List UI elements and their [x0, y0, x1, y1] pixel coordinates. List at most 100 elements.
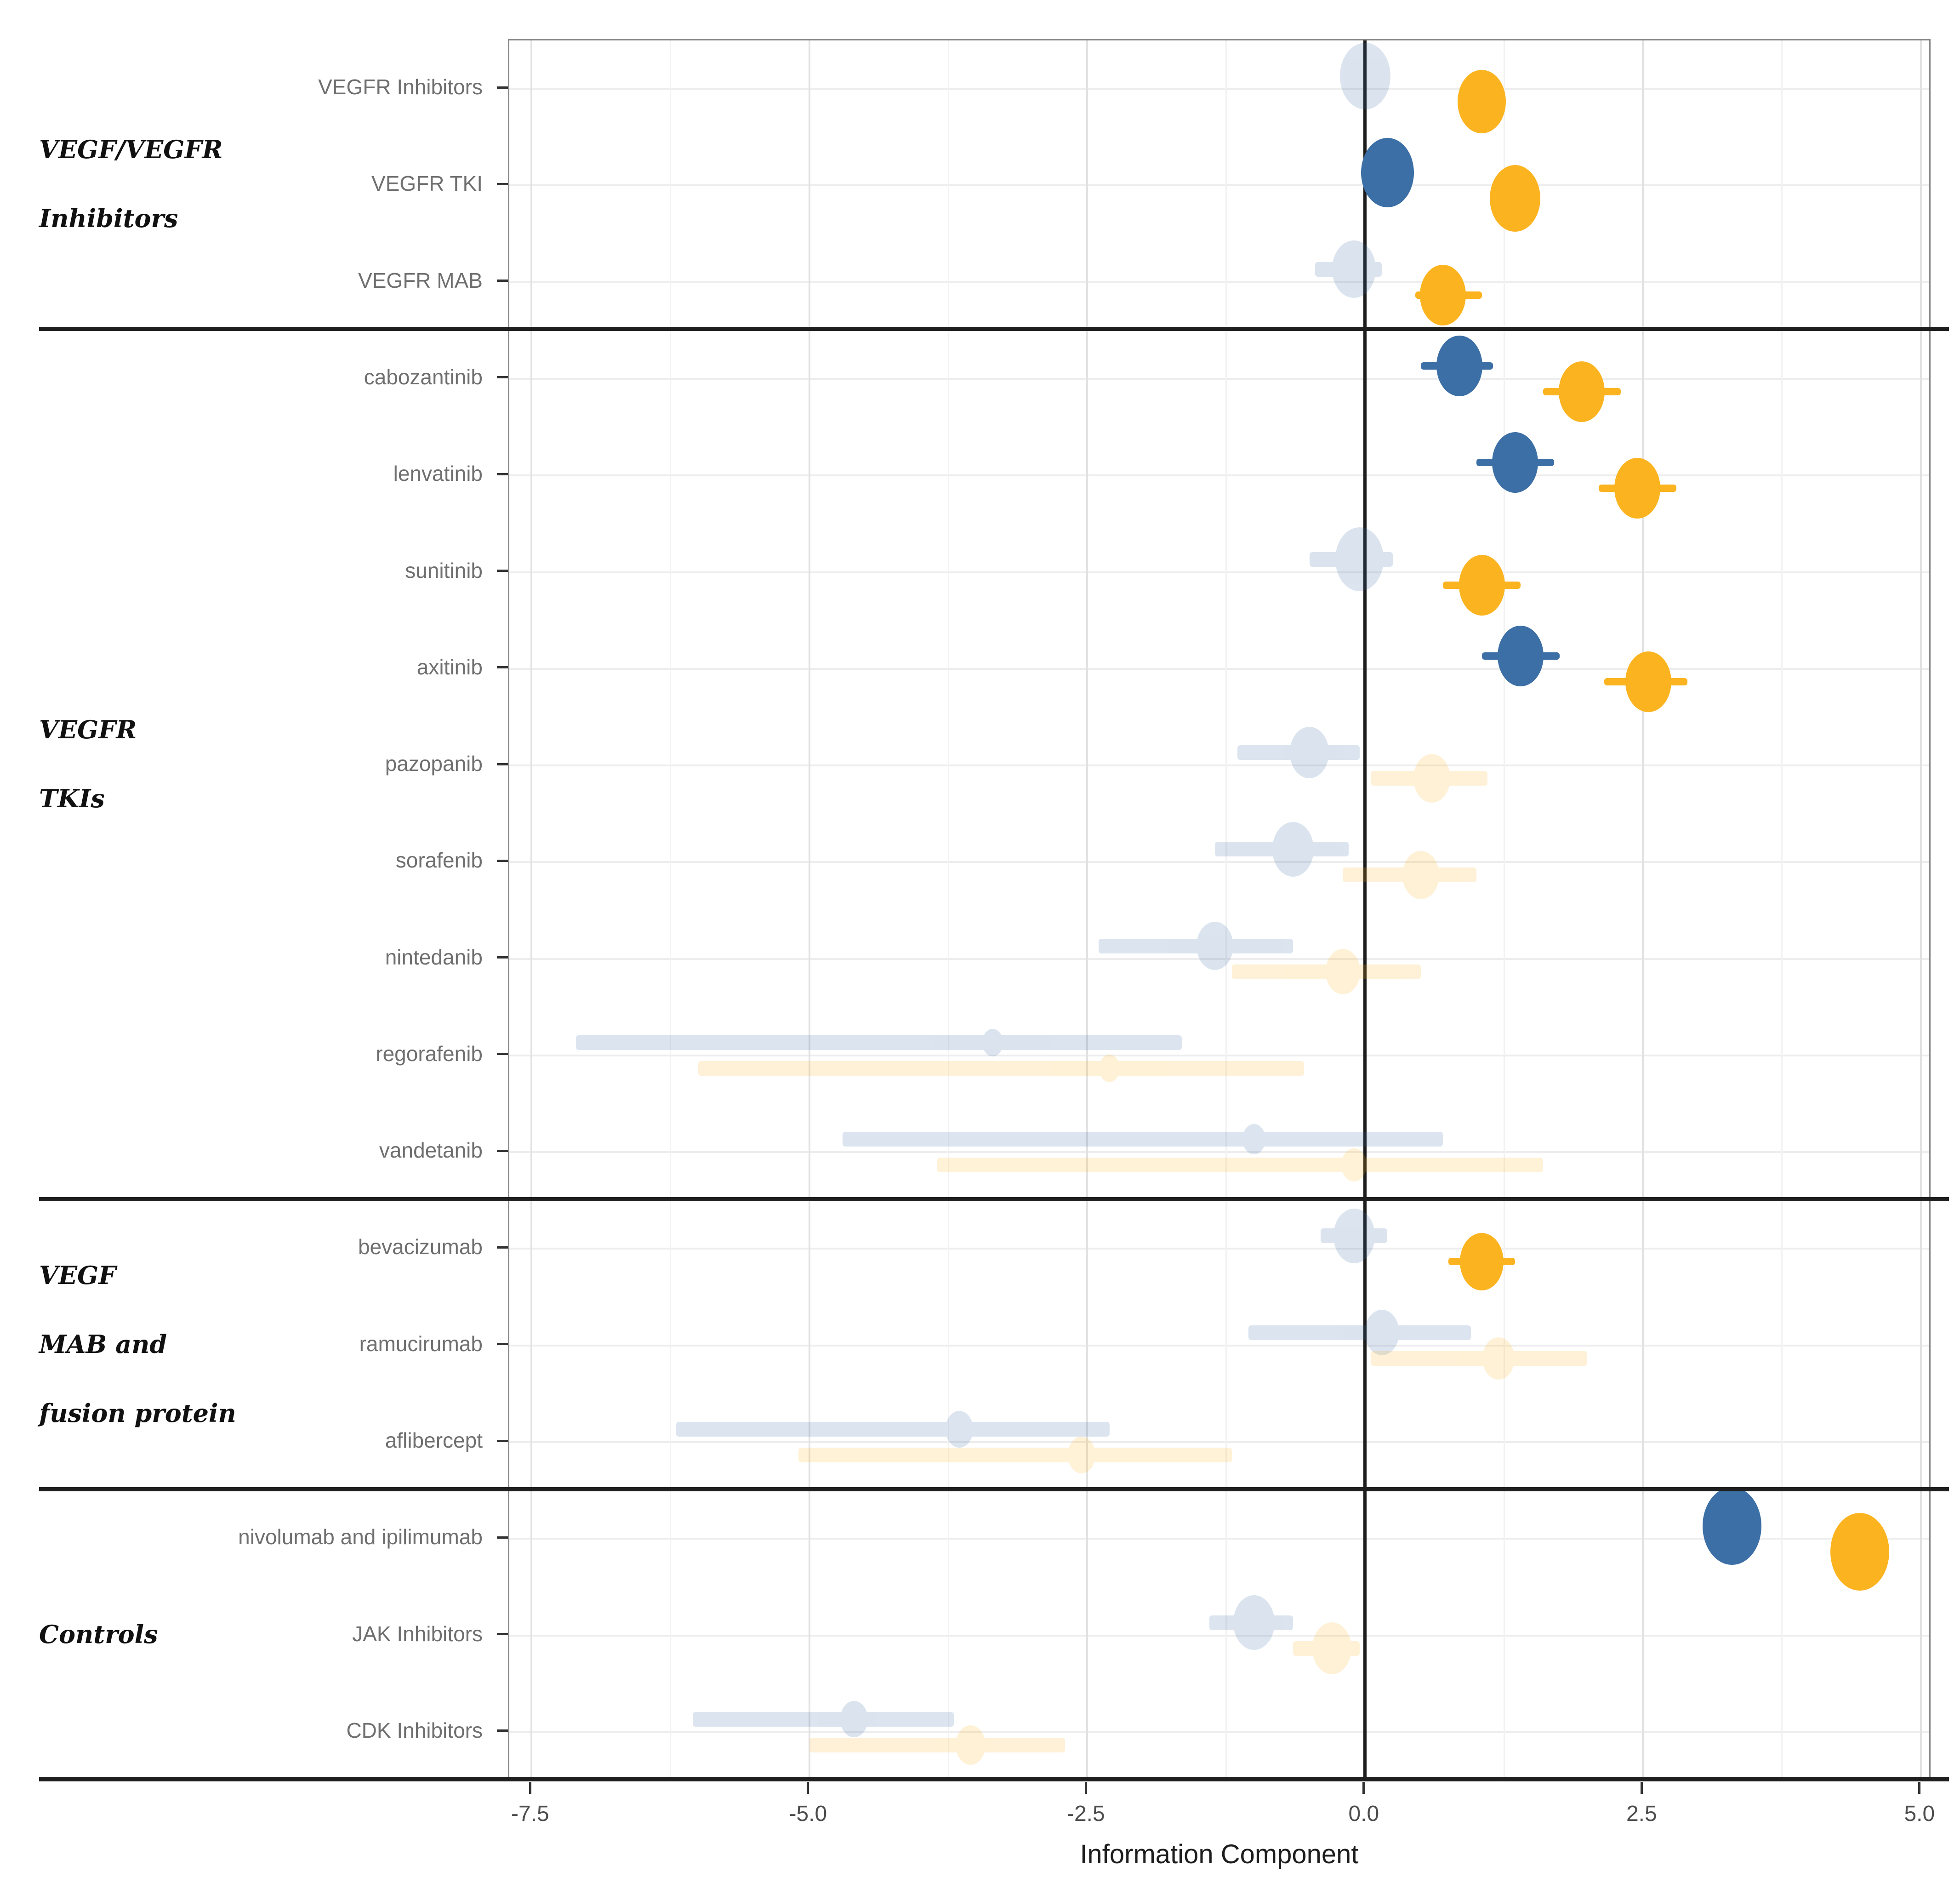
- row-label-bevacizumab: bevacizumab: [358, 1235, 483, 1259]
- row-gridline: [509, 861, 1929, 863]
- x-axis-tick: [807, 1782, 809, 1794]
- group-label-line: fusion protein: [39, 1398, 236, 1428]
- row-gridline: [509, 958, 1929, 960]
- y-axis-tick: [497, 1439, 508, 1442]
- point-dot: [1413, 754, 1450, 803]
- row-gridline: [509, 1441, 1929, 1444]
- row-gridline: [509, 281, 1929, 283]
- point-dot: [1458, 69, 1506, 134]
- ci-whisker: [1315, 262, 1382, 277]
- ci-whisker: [1293, 1641, 1360, 1656]
- ci-whisker: [676, 1422, 1110, 1437]
- point-dot: [1233, 1595, 1275, 1650]
- point-dot: [955, 1725, 986, 1765]
- ci-whisker: [1231, 964, 1421, 979]
- y-axis-tick: [497, 859, 508, 862]
- y-axis-tick: [497, 473, 508, 475]
- row-gridline: [509, 184, 1929, 187]
- row-label-aflibercept: aflibercept: [385, 1428, 483, 1453]
- y-axis-tick: [497, 570, 508, 572]
- point-dot: [1420, 264, 1466, 325]
- group-label-line: Inhibitors: [39, 204, 178, 234]
- y-axis-tick: [497, 1246, 508, 1249]
- point-dot: [982, 1029, 1003, 1056]
- major-gridline: [1920, 40, 1922, 1778]
- ci-whisker: [1098, 938, 1293, 953]
- point-dot: [1068, 1437, 1096, 1473]
- row-label-nintedanib: nintedanib: [385, 945, 483, 969]
- row-label-ramucirumab: ramucirumab: [359, 1331, 483, 1356]
- ci-whisker: [1370, 1351, 1588, 1366]
- group-separator: [39, 327, 1949, 331]
- group-label-line: VEGF: [39, 1260, 116, 1290]
- row-gridline: [509, 1151, 1929, 1153]
- row-gridline: [509, 1538, 1929, 1540]
- group-label-3: Controls: [39, 1600, 158, 1669]
- x-tick-label--5.0: -5.0: [789, 1802, 827, 1826]
- point-dot: [1625, 651, 1672, 712]
- y-axis-tick: [497, 763, 508, 765]
- row-gridline: [509, 1344, 1929, 1347]
- group-label-line: Controls: [39, 1619, 158, 1649]
- minor-gridline: [670, 40, 672, 1778]
- ci-whisker: [698, 1061, 1304, 1076]
- group-label-0: VEGF/VEGFR Inhibitors: [39, 115, 223, 253]
- group-label-line: MAB and: [39, 1329, 167, 1359]
- row-gridline: [509, 377, 1929, 380]
- y-axis-tick: [497, 1729, 508, 1732]
- ci-whisker: [843, 1132, 1443, 1147]
- y-axis-tick: [497, 956, 508, 959]
- row-label-vegfr-tki: VEGFR TKI: [371, 171, 483, 196]
- row-label-nivolumab-and-ipilimumab: nivolumab and ipilimumab: [238, 1525, 483, 1549]
- y-axis-tick: [497, 86, 508, 89]
- row-gridline: [509, 1054, 1929, 1056]
- row-gridline: [509, 474, 1929, 477]
- ci-whisker: [798, 1448, 1232, 1463]
- point-dot: [1335, 527, 1384, 591]
- x-tick-label--7.5: -7.5: [511, 1802, 549, 1826]
- ci-whisker: [1321, 1228, 1388, 1244]
- ci-whisker: [576, 1035, 1182, 1050]
- ci-whisker: [1237, 745, 1360, 760]
- major-gridline: [808, 40, 810, 1778]
- point-dot: [1290, 726, 1329, 779]
- y-axis-tick: [497, 666, 508, 669]
- ci-whisker: [1215, 842, 1349, 857]
- row-gridline: [509, 765, 1929, 767]
- point-dot: [1242, 1124, 1266, 1155]
- point-dot: [1402, 850, 1439, 900]
- x-tick-label-0.0: 0.0: [1348, 1802, 1379, 1826]
- ci-whisker: [809, 1737, 1065, 1752]
- y-axis-tick: [497, 1053, 508, 1056]
- ci-whisker: [937, 1158, 1543, 1173]
- group-separator: [39, 1487, 1949, 1491]
- x-axis-tick: [1918, 1782, 1921, 1794]
- point-dot: [1702, 1487, 1761, 1565]
- x-axis-tick: [1084, 1782, 1087, 1794]
- x-tick-label--2.5: -2.5: [1066, 1802, 1105, 1826]
- point-dot: [1614, 458, 1661, 519]
- point-dot: [1197, 921, 1234, 970]
- ci-whisker: [1343, 867, 1476, 883]
- point-dot: [1333, 1209, 1375, 1263]
- group-label-line: TKIs: [39, 784, 105, 814]
- minor-gridline: [947, 40, 949, 1778]
- point-dot: [946, 1411, 974, 1448]
- group-label-line: VEGF/VEGFR: [39, 135, 223, 165]
- point-dot: [1492, 432, 1538, 493]
- point-dot: [1459, 554, 1505, 616]
- point-dot: [1099, 1055, 1120, 1082]
- row-gridline: [509, 1634, 1929, 1637]
- point-dot: [1339, 42, 1390, 109]
- row-label-lenvatinib: lenvatinib: [393, 462, 483, 486]
- point-dot: [1498, 625, 1544, 686]
- ci-whisker: [1209, 1615, 1293, 1630]
- point-dot: [1332, 240, 1376, 298]
- y-axis-tick: [497, 1149, 508, 1152]
- point-dot: [1364, 1310, 1399, 1356]
- row-label-axitinib: axitinib: [416, 655, 483, 679]
- zero-reference-line: [1363, 40, 1367, 1778]
- x-axis-tick: [529, 1782, 531, 1794]
- y-axis-tick: [497, 183, 508, 185]
